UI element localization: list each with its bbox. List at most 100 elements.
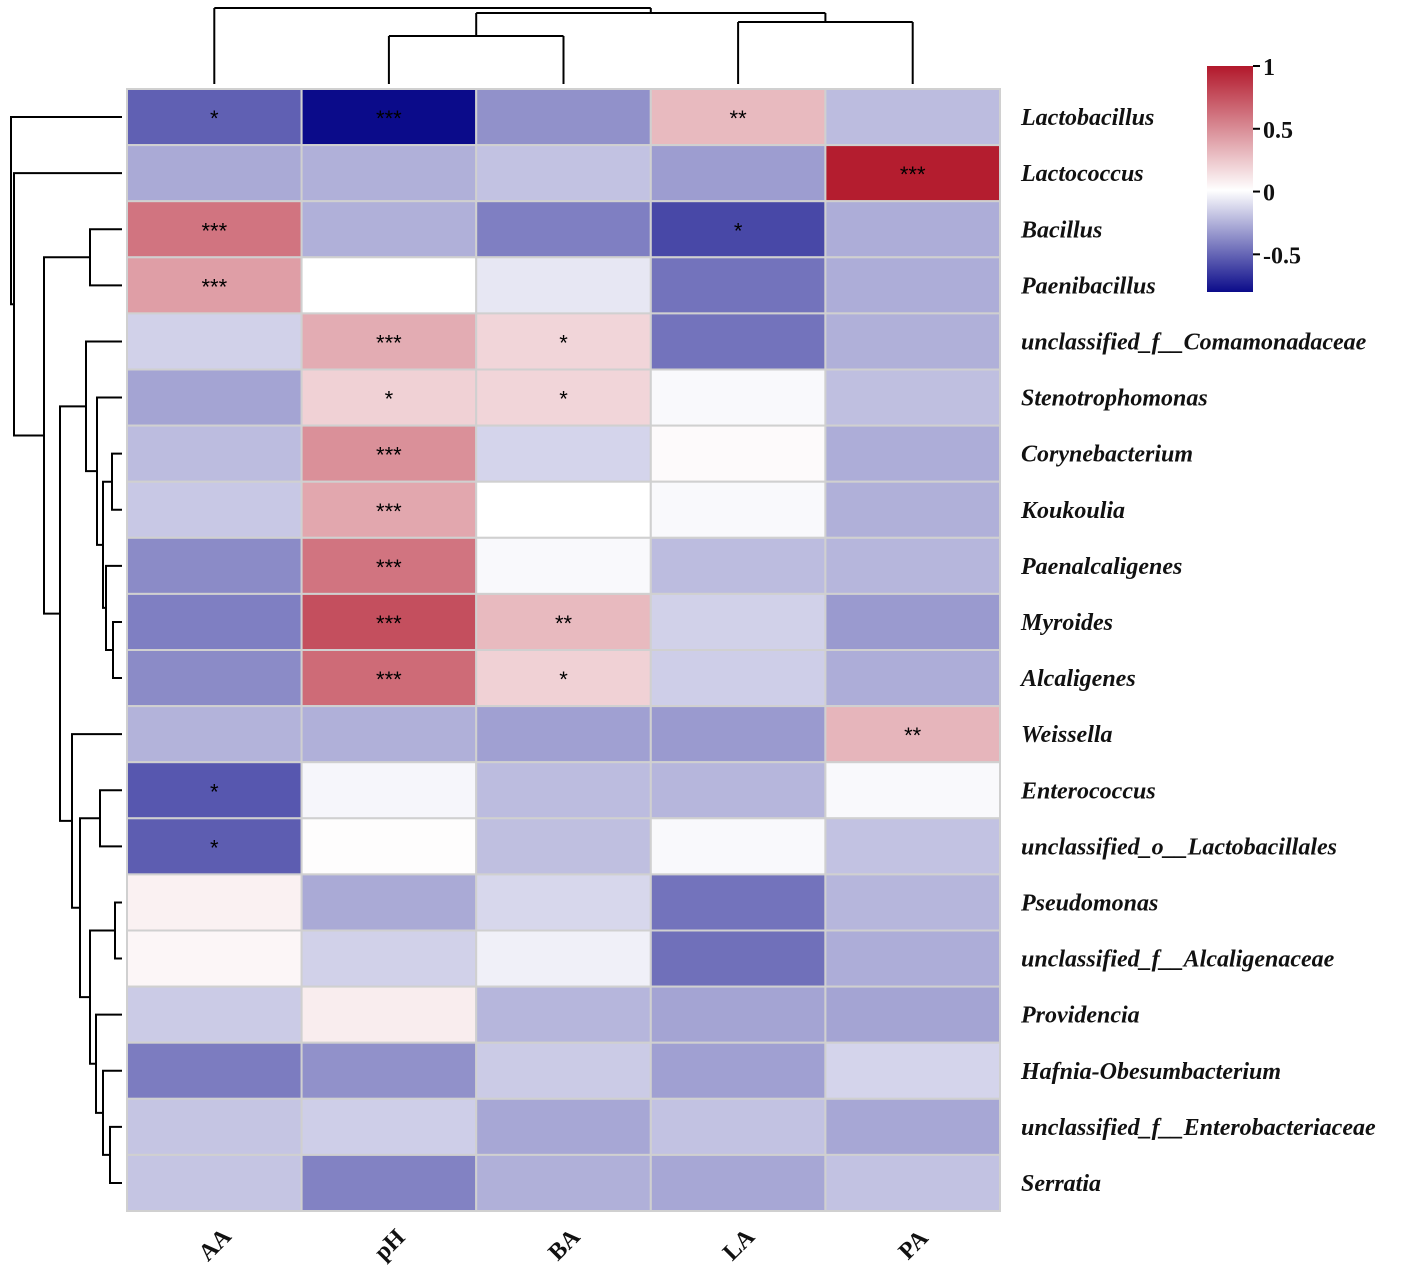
- heatmap-cell: [475, 312, 652, 371]
- row-dendrogram-branch: [89, 929, 115, 1065]
- heatmap-cell: [300, 761, 478, 820]
- heatmap-cell: [649, 200, 827, 259]
- row-label: Enterococcus: [1020, 778, 1156, 804]
- heatmap-cell: [475, 817, 652, 876]
- heatmap-cell: [649, 144, 827, 203]
- heatmap-cell: [300, 873, 478, 932]
- color-legend: 1 0.5 0 -0.5: [1207, 55, 1301, 292]
- row-label: Stenotrophomonas: [1021, 386, 1208, 412]
- heatmap-cell: [475, 368, 652, 427]
- legend-tick-label: 0.5: [1263, 118, 1293, 144]
- heatmap-cell: [475, 1153, 652, 1213]
- heatmap-cell: [824, 144, 1002, 203]
- heatmap-cell: [475, 592, 652, 652]
- column-label: pH: [369, 1224, 410, 1265]
- heatmap-cell: [126, 761, 303, 820]
- legend-tick-label: -0.5: [1263, 243, 1301, 269]
- heatmap-cell: [300, 256, 478, 315]
- row-dendrogram-branch: [102, 480, 112, 609]
- heatmap-cell: [126, 705, 303, 764]
- significance-mark: *: [210, 779, 219, 804]
- heatmap-cell: [649, 985, 827, 1044]
- heatmap-cell: [824, 200, 1002, 259]
- significance-mark: *: [559, 667, 568, 692]
- heatmap-cell: [475, 929, 652, 988]
- significance-mark: *: [210, 835, 219, 860]
- heatmap-cell: [824, 88, 1002, 147]
- row-label: Lactococcus: [1020, 161, 1144, 187]
- heatmap-cell: [126, 649, 303, 708]
- heatmap-cell: [649, 536, 827, 595]
- heatmap-cell: [300, 705, 478, 764]
- heatmap-cell: [649, 649, 827, 708]
- heatmap-cell: [824, 761, 1002, 820]
- row-label: unclassified_f__Alcaligenaceae: [1021, 947, 1335, 973]
- heatmap-cell: [824, 536, 1002, 595]
- significance-marks: * *** ******** ******* ** ************* ***** *…: [201, 106, 926, 860]
- row-dendrogram-branch: [10, 116, 122, 306]
- significance-mark: ***: [376, 667, 402, 692]
- heatmap-cell: [649, 312, 827, 371]
- significance-mark: ***: [376, 555, 402, 580]
- column-label: PA: [894, 1225, 934, 1265]
- heatmap-cell: [824, 929, 1002, 988]
- heatmap-cell: [126, 1097, 303, 1156]
- row-dendrogram-branch: [99, 789, 122, 848]
- heatmap-cell: [475, 1097, 652, 1156]
- heatmap-cell: [475, 424, 652, 483]
- heatmap-cell: [824, 1041, 1002, 1100]
- heatmap-cell: [126, 873, 303, 932]
- heatmap-cell: [126, 1153, 303, 1213]
- row-label: Bacillus: [1020, 217, 1102, 243]
- heatmap-cell: [475, 1041, 652, 1100]
- column-labels: AA pH BA LA PA: [194, 1223, 934, 1266]
- heatmap-cell: [475, 256, 652, 315]
- heatmap-cell: [475, 705, 652, 764]
- heatmap-cell: [824, 873, 1002, 932]
- heatmap-cell: [126, 424, 303, 483]
- heatmap-cell: [300, 592, 478, 652]
- legend-tick-label: 0: [1263, 181, 1275, 207]
- heatmap-cell: [475, 873, 652, 932]
- legend-tick-label: 1: [1263, 55, 1275, 81]
- column-label: AA: [194, 1223, 237, 1266]
- heatmap-cell: [300, 480, 478, 539]
- row-label: Corynebacterium: [1021, 442, 1193, 468]
- row-dendrogram-branch: [102, 1069, 122, 1156]
- heatmap-cell: [126, 368, 303, 427]
- heatmap-cell: [300, 985, 478, 1044]
- heatmap-cell: [475, 536, 652, 595]
- significance-mark: *: [734, 218, 743, 243]
- heatmap-cell: [824, 985, 1002, 1044]
- significance-mark: ***: [376, 499, 402, 524]
- heatmap-cell: [824, 592, 1002, 652]
- significance-mark: ***: [201, 274, 227, 299]
- heatmap-cell: [824, 312, 1002, 371]
- row-label: Weissella: [1021, 722, 1113, 748]
- heatmap-cell: [475, 88, 652, 147]
- row-dendrogram-branch: [43, 256, 90, 615]
- heatmap-cell: [824, 649, 1002, 708]
- significance-mark: ***: [376, 106, 402, 131]
- heatmap-cell: [649, 1153, 827, 1213]
- row-label: Alcaligenes: [1019, 666, 1136, 692]
- row-label: unclassified_f__Enterobacteriaceae: [1021, 1115, 1376, 1141]
- heatmap-cell: [824, 705, 1002, 764]
- row-label: unclassified_o__Lactobacillales: [1021, 834, 1337, 860]
- row-dendrogram-branch: [89, 228, 122, 287]
- significance-mark: *: [559, 330, 568, 355]
- heatmap-cell: [475, 649, 652, 708]
- heatmap-cell: [475, 144, 652, 203]
- heatmap-cell: [300, 1097, 478, 1156]
- heatmap-cell: [126, 929, 303, 988]
- heatmap-cell: [126, 312, 303, 371]
- heatmap-cell: [649, 817, 827, 876]
- heatmap-cell: [300, 1153, 478, 1213]
- significance-mark: *: [210, 106, 219, 131]
- heatmap-cell: [649, 592, 827, 652]
- heatmap-cell: [300, 368, 478, 427]
- heatmap-cell: [649, 705, 827, 764]
- heatmap-cell: [824, 1153, 1002, 1213]
- heatmap-cell: [475, 200, 652, 259]
